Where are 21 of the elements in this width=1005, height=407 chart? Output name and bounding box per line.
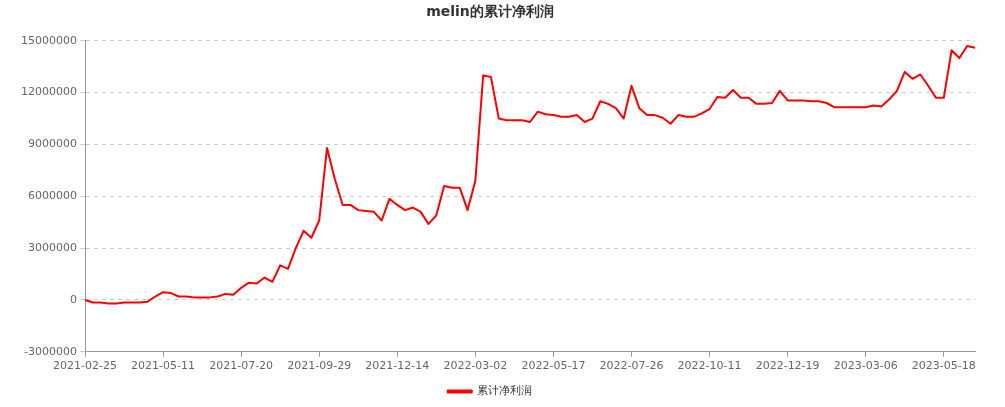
y-tick-label: 3000000 xyxy=(28,240,77,254)
x-tick-label: 2022-03-02 xyxy=(443,359,508,373)
x-tick-label: 2022-12-19 xyxy=(755,359,820,373)
y-tick-label: -3000000 xyxy=(24,344,77,358)
x-tick-label: 2023-05-18 xyxy=(911,359,976,373)
x-tick-label: 2021-07-20 xyxy=(209,359,274,373)
x-tick-label: 2022-05-17 xyxy=(521,359,586,373)
x-tick-label: 2021-05-11 xyxy=(131,359,196,373)
y-tick-label: 9000000 xyxy=(28,137,77,151)
x-tick-label: 2023-03-06 xyxy=(833,359,898,373)
chart-title: melin的累计净利润 xyxy=(426,3,554,20)
y-tick-label: 0 xyxy=(70,292,77,306)
x-tick-label: 2022-10-11 xyxy=(677,359,742,373)
y-tick-label: 6000000 xyxy=(28,189,77,203)
legend-label: 累计净利润 xyxy=(477,384,533,398)
y-tick-label: 15000000 xyxy=(21,33,77,47)
x-tick-label: 2021-02-25 xyxy=(53,359,117,373)
x-tick-label: 2021-09-29 xyxy=(287,359,352,373)
x-tick-label: 2021-12-14 xyxy=(365,359,430,373)
x-tick-label: 2022-07-26 xyxy=(599,359,664,373)
y-tick-label: 12000000 xyxy=(21,85,77,99)
